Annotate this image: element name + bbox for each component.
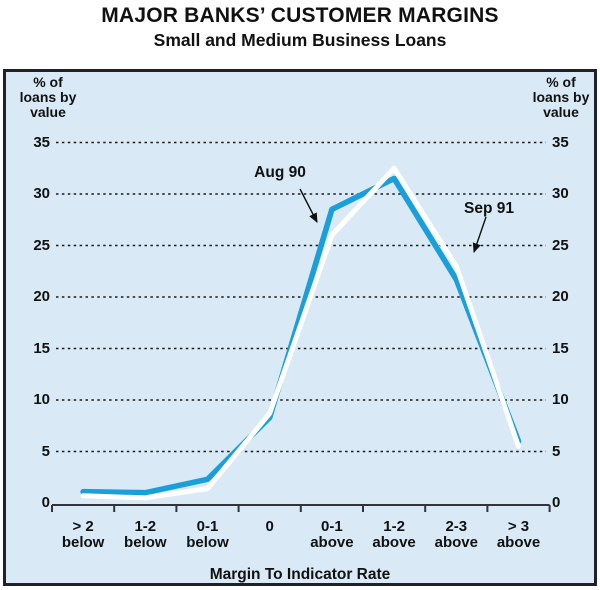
y-tick-label-right-35: 35 bbox=[552, 133, 569, 151]
y-tick-label-right-20: 20 bbox=[552, 288, 569, 305]
y-tick-label-left-25: 25 bbox=[33, 236, 50, 254]
x-tick-label-6: 2-3 above bbox=[434, 518, 478, 551]
x-tick-label-4: 0-1 above bbox=[310, 518, 354, 551]
x-tick-label-5: 1-2 above bbox=[372, 518, 416, 551]
x-axis-title: Margin To Indicator Rate bbox=[209, 566, 391, 583]
annotation-label-aug90: Aug 90 bbox=[254, 164, 306, 181]
y-tick-label-left-5: 5 bbox=[41, 442, 50, 460]
plot-area: Aug 90 Sep 91 bbox=[51, 141, 551, 512]
y-tick-label-left-0: 0 bbox=[41, 494, 50, 511]
chart-title: MAJOR BANKS’ CUSTOMER MARGINS bbox=[101, 4, 499, 27]
y-tick-label-right-15: 15 bbox=[552, 339, 569, 357]
y-tick-label-left-20: 20 bbox=[33, 288, 50, 305]
series-line-sep91 bbox=[80, 165, 521, 501]
y-axis-title-left: % of loans by value bbox=[19, 74, 77, 120]
y-tick-label-right-25: 25 bbox=[552, 236, 569, 254]
y-tick-label-right-0: 0 bbox=[552, 494, 561, 511]
annotation-label-sep91: Sep 91 bbox=[464, 200, 514, 217]
x-tick-label-3: 0 bbox=[265, 518, 274, 535]
annotation-arrow-aug90 bbox=[299, 188, 318, 223]
y-tick-label-left-30: 30 bbox=[33, 185, 50, 202]
x-tick-label-2: 0-1 below bbox=[186, 518, 229, 551]
y-axis-title-right: % of loans by value bbox=[532, 74, 590, 120]
x-tick-label-1: 1-2 below bbox=[124, 518, 167, 551]
y-tick-label-right-30: 30 bbox=[552, 185, 569, 202]
x-tick-label-7: > 3 above bbox=[496, 518, 541, 551]
series-line-aug90 bbox=[80, 175, 522, 496]
y-tick-label-left-15: 15 bbox=[33, 339, 50, 357]
y-tick-label-right-10: 10 bbox=[552, 391, 569, 408]
chart-subtitle: Small and Medium Business Loans bbox=[153, 30, 447, 50]
annotation-arrow-sep91 bbox=[472, 216, 487, 254]
x-tick-label-0: > 2 below bbox=[61, 518, 105, 551]
y-tick-label-right-5: 5 bbox=[552, 442, 561, 460]
y-tick-label-left-10: 10 bbox=[33, 391, 50, 408]
y-tick-label-left-35: 35 bbox=[33, 133, 50, 151]
chart-frame: Aug 90 Sep 91 % of loans by value % of lo… bbox=[3, 69, 597, 586]
